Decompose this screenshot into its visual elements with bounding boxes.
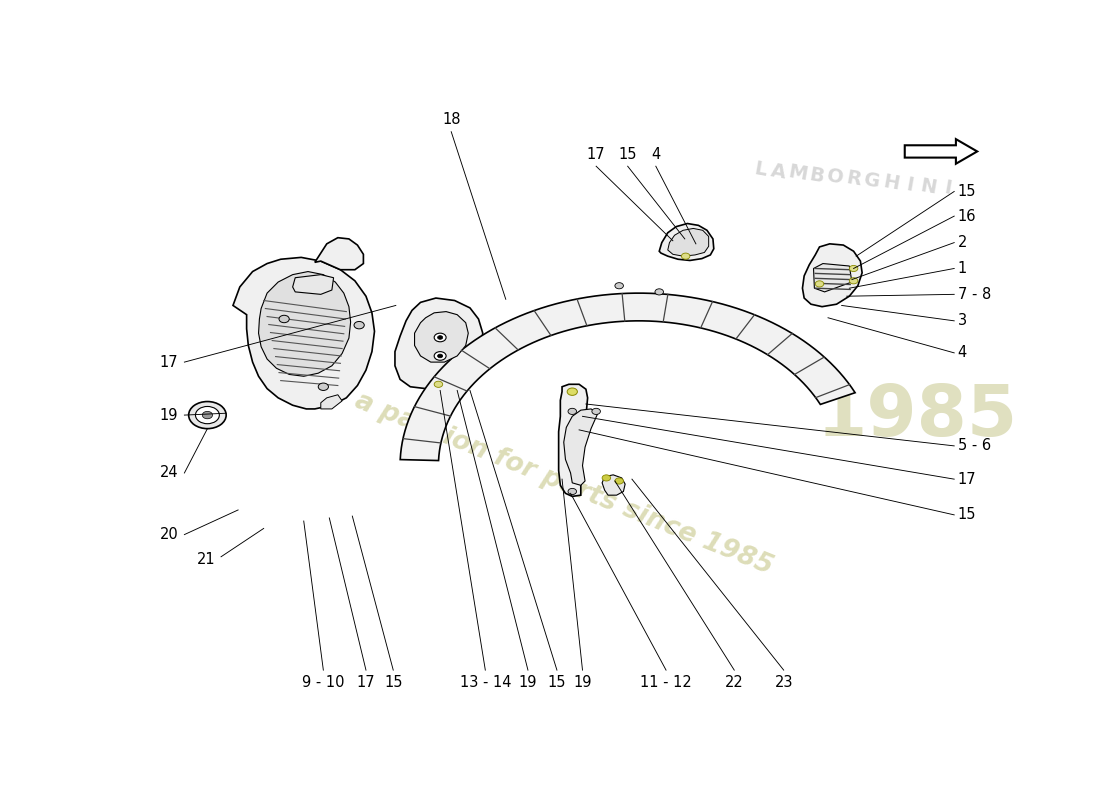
- Circle shape: [202, 411, 212, 418]
- Text: a passion for parts since 1985: a passion for parts since 1985: [351, 388, 777, 580]
- Text: L: L: [752, 159, 768, 180]
- Circle shape: [849, 278, 858, 284]
- Circle shape: [681, 253, 690, 259]
- Circle shape: [815, 281, 824, 287]
- Polygon shape: [321, 394, 342, 409]
- Text: 22: 22: [725, 675, 744, 690]
- Circle shape: [615, 282, 624, 289]
- Text: 9 - 10: 9 - 10: [302, 675, 344, 690]
- Text: 24: 24: [160, 466, 178, 481]
- Circle shape: [568, 408, 576, 414]
- Circle shape: [318, 383, 329, 390]
- Text: 2: 2: [958, 235, 967, 250]
- Text: 15: 15: [958, 184, 976, 199]
- Polygon shape: [315, 238, 363, 270]
- Text: 18: 18: [442, 112, 461, 127]
- Text: 17: 17: [356, 675, 375, 690]
- Text: 1985: 1985: [817, 382, 1019, 451]
- Text: 19: 19: [519, 675, 537, 690]
- Text: O: O: [825, 166, 845, 188]
- Text: H: H: [881, 172, 901, 194]
- Text: 17: 17: [586, 147, 605, 162]
- Text: 20: 20: [160, 527, 178, 542]
- Text: 15: 15: [618, 147, 637, 162]
- Circle shape: [602, 475, 610, 481]
- Circle shape: [615, 478, 624, 484]
- Polygon shape: [293, 274, 333, 294]
- Polygon shape: [400, 293, 855, 461]
- Text: M: M: [786, 162, 808, 185]
- Text: R: R: [845, 169, 862, 190]
- Text: 15: 15: [384, 675, 403, 690]
- Polygon shape: [659, 223, 714, 261]
- Circle shape: [279, 315, 289, 322]
- Text: B: B: [807, 165, 825, 186]
- Circle shape: [434, 382, 442, 387]
- Circle shape: [568, 488, 576, 494]
- Text: I: I: [904, 174, 915, 194]
- Text: 3: 3: [958, 314, 967, 328]
- Text: 4: 4: [958, 346, 967, 360]
- Circle shape: [196, 406, 219, 424]
- Circle shape: [654, 289, 663, 295]
- Text: 15: 15: [958, 507, 976, 522]
- Text: 19: 19: [573, 675, 592, 690]
- Polygon shape: [602, 475, 625, 495]
- Circle shape: [434, 333, 447, 342]
- Text: N: N: [918, 176, 938, 198]
- Polygon shape: [233, 258, 374, 409]
- Polygon shape: [803, 244, 862, 306]
- Text: G: G: [862, 170, 882, 192]
- Circle shape: [354, 322, 364, 329]
- Circle shape: [189, 402, 227, 429]
- Circle shape: [438, 336, 442, 339]
- Circle shape: [568, 388, 578, 395]
- Text: 16: 16: [958, 209, 976, 224]
- Text: 17: 17: [958, 472, 976, 486]
- Polygon shape: [814, 263, 851, 292]
- Polygon shape: [258, 271, 351, 376]
- Text: 1: 1: [958, 261, 967, 276]
- Polygon shape: [395, 298, 483, 389]
- Circle shape: [438, 354, 442, 358]
- Polygon shape: [904, 139, 977, 164]
- Circle shape: [434, 352, 447, 360]
- Polygon shape: [415, 311, 469, 362]
- Text: 23: 23: [774, 675, 793, 690]
- Text: 5 - 6: 5 - 6: [958, 438, 991, 454]
- Circle shape: [592, 408, 601, 414]
- Text: 19: 19: [160, 407, 178, 422]
- Circle shape: [849, 266, 858, 271]
- Text: I: I: [943, 178, 953, 198]
- Text: 21: 21: [197, 552, 216, 566]
- Text: 7 - 8: 7 - 8: [958, 287, 991, 302]
- Polygon shape: [563, 409, 598, 486]
- Text: 17: 17: [160, 354, 178, 370]
- Polygon shape: [559, 384, 587, 496]
- Polygon shape: [668, 229, 708, 256]
- Text: 4: 4: [651, 147, 660, 162]
- Text: A: A: [770, 161, 788, 182]
- Text: 11 - 12: 11 - 12: [640, 675, 692, 690]
- Text: 15: 15: [548, 675, 566, 690]
- Text: 13 - 14: 13 - 14: [460, 675, 512, 690]
